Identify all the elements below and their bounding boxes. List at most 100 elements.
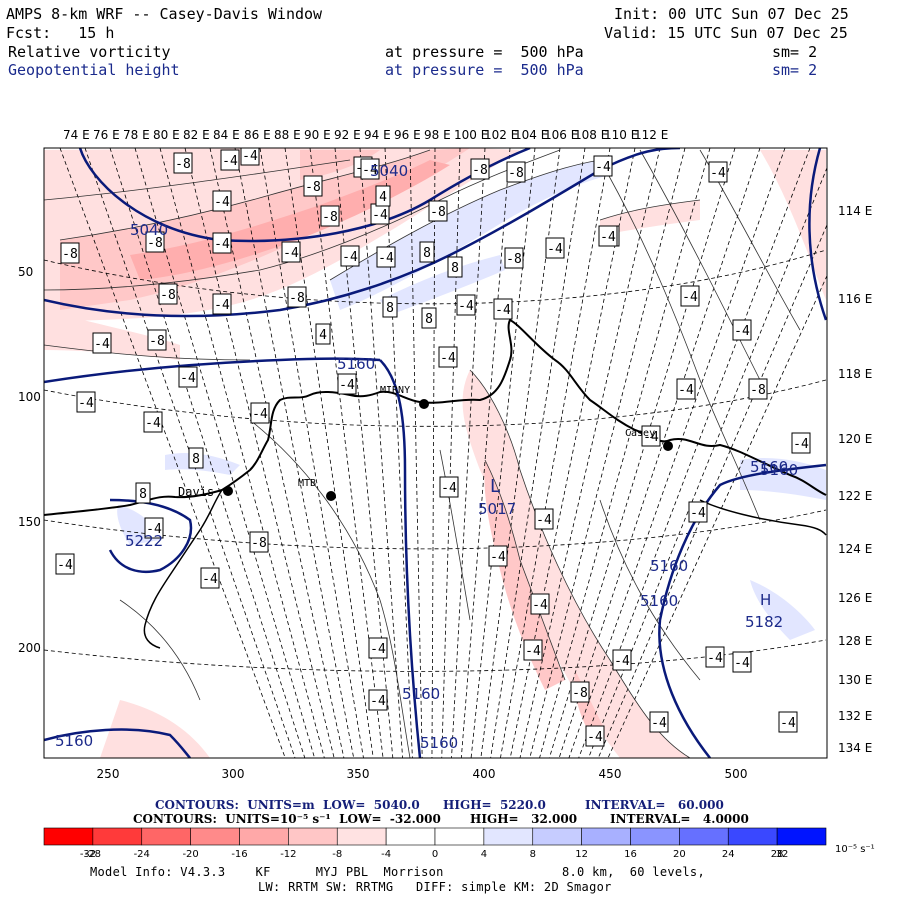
- meridian: [509, 148, 636, 758]
- colorbar-swatch: [288, 827, 338, 846]
- svg-text:8: 8: [423, 246, 431, 261]
- top-lon-label: 80 E: [153, 128, 180, 142]
- svg-text:-8: -8: [506, 252, 522, 267]
- vorticity-label: -8: [287, 286, 307, 308]
- svg-text:-8: -8: [175, 157, 191, 172]
- svg-text:-8: -8: [572, 686, 588, 701]
- vorticity-label: -8: [249, 531, 269, 553]
- top-lon-label: 78 E: [123, 128, 150, 142]
- colorbar-tick: -24: [134, 849, 150, 860]
- svg-text:-8: -8: [160, 288, 176, 303]
- vorticity-label: -4: [456, 294, 476, 316]
- colorbar-swatch: [190, 827, 240, 846]
- vorticity-label: -4: [688, 501, 708, 523]
- svg-text:-4: -4: [793, 437, 809, 452]
- height-label: 5040: [130, 221, 168, 239]
- svg-text:-4: -4: [458, 299, 474, 314]
- svg-text:-4: -4: [370, 642, 386, 657]
- height-label: 5160: [750, 458, 788, 476]
- svg-text:4: 4: [319, 328, 327, 343]
- contour1-high: HIGH= 5220.0: [443, 798, 546, 812]
- model-info: Model Info: V4.3.3 KF MYJ PBL Morrison: [90, 865, 444, 879]
- vorticity-label: 8: [188, 447, 204, 469]
- meridian: [109, 148, 306, 758]
- vorticity-label: -4: [439, 476, 459, 498]
- map-frame: [43, 147, 828, 759]
- meridian: [59, 148, 286, 758]
- svg-text:-8: -8: [289, 291, 305, 306]
- svg-text:-4: -4: [57, 558, 73, 573]
- vorticity-label: -8: [748, 378, 768, 400]
- svg-text:-8: -8: [147, 236, 163, 251]
- svg-text:-4: -4: [214, 237, 230, 252]
- svg-text:-4: -4: [214, 195, 230, 210]
- height-contour-labels: 5040504051605160516051605160516051605160…: [55, 162, 798, 752]
- top-lon-label: 90 E: [304, 128, 331, 142]
- vorticity-label: -4: [708, 161, 728, 183]
- top-lon-label: 74 E: [63, 128, 90, 142]
- vorticity-label: -4: [212, 232, 232, 254]
- right-longitude-labels: 114 E 116 E 118 E 120 E 122 E 124 E 126 E 128 E…: [838, 204, 872, 755]
- station-dot-mirny: [419, 399, 429, 409]
- meridian: [159, 148, 325, 758]
- right-lon-label: 132 E: [838, 709, 872, 723]
- vorticity-label: -4: [641, 425, 661, 447]
- svg-text:-4: -4: [378, 251, 394, 266]
- colorbar-tick: 20: [673, 849, 686, 860]
- svg-text:-4: -4: [94, 337, 110, 352]
- height-label: 5160: [640, 592, 678, 610]
- meridian: [209, 148, 345, 758]
- vorticity-label: 8: [421, 307, 437, 329]
- meridian: [548, 148, 736, 758]
- vorticity-label: -4: [732, 319, 752, 341]
- top-lon-label: 104 E: [514, 128, 548, 142]
- bottom-grid-labels: 250 300 350 400 450 500: [97, 767, 748, 781]
- station-label-davis: Davis: [178, 485, 214, 499]
- vorticity-label: -4: [200, 567, 220, 589]
- bottom-x-label: 400: [473, 767, 496, 781]
- field1-level: at pressure = 500 hPa: [385, 43, 584, 61]
- svg-text:-8: -8: [251, 536, 267, 551]
- meridian: [597, 223, 827, 758]
- right-lon-label: 134 E: [838, 741, 872, 755]
- contour1-units: CONTOURS: UNITS=m LOW= 5040.0: [155, 798, 420, 812]
- height-label: 5222: [125, 532, 163, 550]
- vorticity-label: -8: [173, 152, 193, 174]
- colorbar-tick: 0: [432, 849, 438, 860]
- vorticity-label: -4: [676, 378, 696, 400]
- colorbar-unit: 10⁻⁵ s⁻¹: [835, 844, 875, 855]
- left-y-label: 150: [18, 515, 41, 529]
- vorticity-label: -4: [545, 237, 565, 259]
- vorticity-label: -4: [143, 411, 163, 433]
- svg-text:-4: -4: [283, 246, 299, 261]
- bottom-x-label: 250: [97, 767, 120, 781]
- contour2-units: CONTOURS: UNITS=10⁻⁵ s⁻¹ LOW= -32.000: [133, 812, 441, 826]
- right-lon-label: 116 E: [838, 292, 872, 306]
- vorticity-label: -4: [598, 225, 618, 247]
- svg-text:-4: -4: [614, 654, 630, 669]
- svg-text:-4: -4: [710, 166, 726, 181]
- vorticity-label: -8: [145, 231, 165, 253]
- meridian: [460, 148, 511, 758]
- svg-text:-4: -4: [441, 481, 457, 496]
- field2-level: at pressure = 500 hPa: [385, 61, 584, 79]
- svg-text:-8: -8: [472, 163, 488, 178]
- colorbar-swatch: [630, 827, 680, 846]
- meridian: [490, 148, 586, 758]
- meridian: [607, 274, 827, 758]
- svg-text:-4: -4: [780, 716, 796, 731]
- height-label: 5160: [420, 734, 458, 752]
- field2-name: Geopotential height: [8, 61, 180, 79]
- top-lon-label: 88 E: [274, 128, 301, 142]
- svg-text:-4: -4: [651, 716, 667, 731]
- meridian: [84, 148, 296, 758]
- init-time: Init: 00 UTC Sun 07 Dec 25: [614, 5, 849, 23]
- vorticity-label: -4: [76, 391, 96, 413]
- colorbar-swatch: [727, 827, 778, 846]
- vorticity-label: -8: [60, 242, 80, 264]
- svg-text:-4: -4: [362, 163, 378, 178]
- bottom-x-label: 350: [347, 767, 370, 781]
- right-lon-label: 118 E: [838, 367, 872, 381]
- svg-text:-4: -4: [440, 351, 456, 366]
